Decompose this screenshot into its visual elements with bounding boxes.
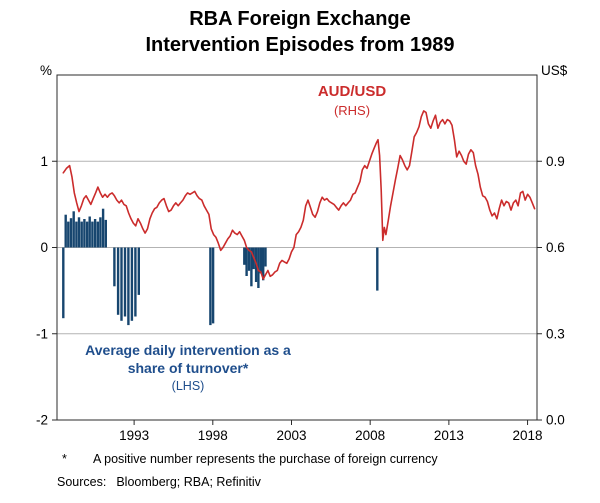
intervention-bar <box>75 221 78 248</box>
intervention-label-line2: share of turnover* <box>127 360 249 376</box>
intervention-bar <box>376 247 379 291</box>
intervention-label-line1: Average daily intervention as a <box>85 342 291 358</box>
intervention-bar <box>209 247 212 326</box>
intervention-bar <box>67 221 70 248</box>
chart-title-line1: RBA Foreign Exchange <box>189 8 411 30</box>
intervention-bar <box>245 247 248 276</box>
intervention-bar <box>257 247 260 288</box>
x-tick-label: 2003 <box>276 428 306 443</box>
intervention-bar <box>101 208 105 248</box>
intervention-bar <box>104 219 107 248</box>
right-axis-unit-label: US$ <box>541 63 568 78</box>
intervention-bar <box>85 221 89 248</box>
intervention-bar <box>93 219 97 248</box>
intervention-series-label: Average daily intervention as a share of… <box>57 341 319 395</box>
right-tick-label: 0.9 <box>546 154 565 169</box>
intervention-bar <box>134 247 137 317</box>
aud-usd-rhs-note: (RHS) <box>333 103 371 118</box>
intervention-bar <box>262 247 265 281</box>
aud-usd-label-text: AUD/USD <box>317 83 387 100</box>
chart-title: RBA Foreign Exchange Intervention Episod… <box>0 6 600 58</box>
intervention-bar <box>62 247 65 319</box>
right-tick-label: 0.3 <box>546 326 565 341</box>
left-tick-label: -1 <box>36 326 48 341</box>
intervention-bar <box>83 219 86 248</box>
intervention-bar <box>130 247 134 321</box>
chart-title-line2: Intervention Episodes from 1989 <box>145 34 455 56</box>
intervention-bar <box>127 247 130 326</box>
intervention-bar <box>64 214 67 248</box>
intervention-lhs-note: (LHS) <box>171 379 205 393</box>
sources-text: Bloomberg; RBA; Refinitiv <box>116 475 261 489</box>
intervention-bar <box>123 247 127 317</box>
intervention-bar <box>72 211 75 248</box>
intervention-bar <box>250 247 253 287</box>
x-tick-label: 1993 <box>119 428 149 443</box>
footnote-text: A positive number represents the purchas… <box>93 452 438 466</box>
intervention-bar <box>243 247 246 265</box>
x-tick-label: 2013 <box>434 428 464 443</box>
sources-line: Sources: Bloomberg; RBA; Refinitiv <box>57 475 261 489</box>
intervention-bar <box>264 247 267 267</box>
x-tick-label: 2018 <box>513 428 543 443</box>
intervention-bar <box>247 247 251 271</box>
intervention-bar <box>91 221 94 248</box>
intervention-bar <box>69 218 73 248</box>
left-axis-unit-label: % <box>39 63 52 78</box>
intervention-bar <box>77 217 81 248</box>
intervention-bar <box>96 221 99 248</box>
left-tick-label: 1 <box>40 154 48 169</box>
intervention-bar <box>80 221 83 248</box>
intervention-bar <box>116 247 120 315</box>
intervention-bar <box>137 247 140 295</box>
aud-usd-line <box>62 110 536 280</box>
intervention-bar <box>259 247 262 274</box>
x-tick-label: 2008 <box>355 428 385 443</box>
sources-label: Sources: <box>57 475 107 489</box>
x-tick-label: 1998 <box>198 428 228 443</box>
right-tick-label: 0.0 <box>546 413 565 428</box>
left-tick-label: -2 <box>36 413 48 428</box>
intervention-bar <box>211 247 215 324</box>
intervention-bar <box>120 247 123 321</box>
intervention-bar <box>99 217 102 248</box>
aud-usd-series-label: AUD/USD (RHS) <box>282 82 422 120</box>
footnote-marker: * <box>62 452 67 466</box>
intervention-bar <box>88 216 91 248</box>
left-tick-label: 0 <box>40 240 48 255</box>
right-tick-label: 0.6 <box>546 240 565 255</box>
footnote: * A positive number represents the purcha… <box>62 452 572 466</box>
intervention-bar <box>113 247 116 287</box>
